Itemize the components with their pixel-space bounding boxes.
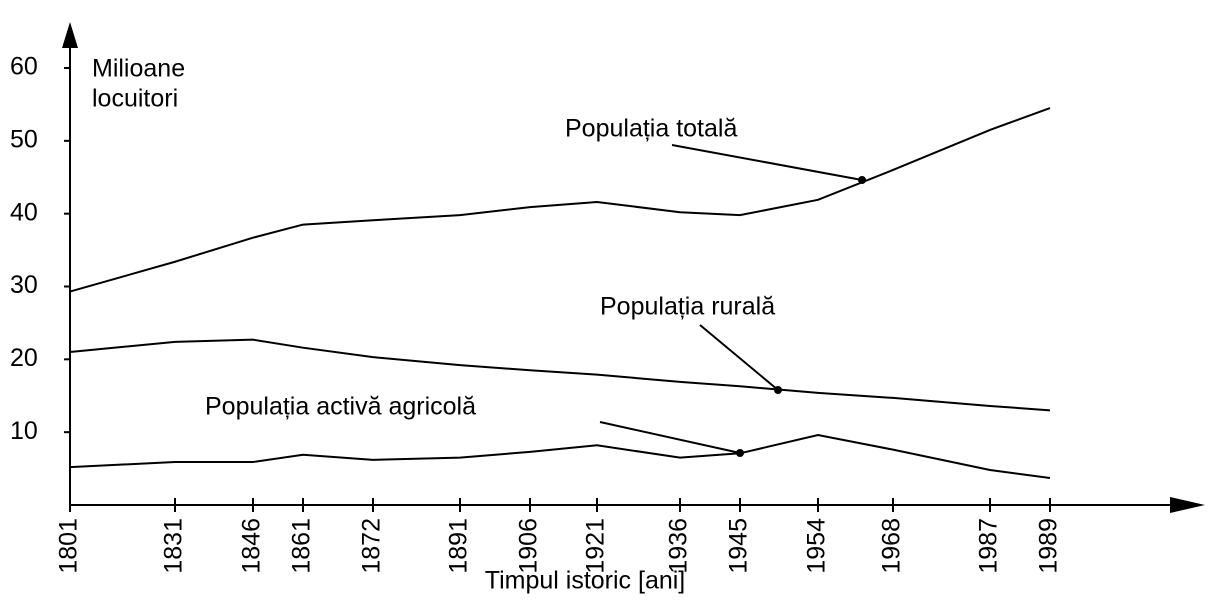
- x-tick-label: 1872: [358, 518, 386, 574]
- x-tick-label: 1861: [288, 518, 316, 574]
- x-tick-label: 1987: [975, 518, 1003, 574]
- x-tick-label: 1801: [55, 518, 83, 574]
- y-tick-label: 50: [10, 125, 38, 153]
- leader-line: [671, 144, 863, 181]
- line: [69, 107, 1051, 293]
- y-axis-label: locuitori: [92, 85, 178, 113]
- line: [69, 434, 1051, 480]
- x-tick-label: 1831: [160, 518, 188, 574]
- leader-dot: [736, 449, 744, 457]
- x-tick-label: 1954: [803, 518, 831, 574]
- x-axis-arrow: [1170, 497, 1205, 513]
- y-tick-label: 30: [10, 271, 38, 299]
- series-label: Populația rurală: [600, 293, 775, 321]
- leader-line: [699, 324, 779, 391]
- x-tick-label: 1906: [515, 518, 543, 574]
- x-tick-label: 1921: [582, 518, 610, 574]
- x-tick-label: 1891: [445, 518, 473, 574]
- y-axis-arrow: [62, 22, 78, 48]
- series-label: Populația activă agricolă: [205, 393, 476, 421]
- y-tick-label: 10: [10, 417, 38, 445]
- x-tick-label: 1968: [878, 518, 906, 574]
- line: [69, 338, 1051, 412]
- leader-dot: [858, 176, 866, 184]
- y-tick-label: 60: [10, 53, 38, 81]
- leader-line: [599, 421, 741, 454]
- series-label: Populația totală: [565, 115, 737, 143]
- x-tick-label: 1945: [725, 518, 753, 574]
- x-axis-label: Timpul istoric [ani]: [485, 567, 686, 595]
- y-tick-label: 40: [10, 198, 38, 226]
- x-tick-label: 1936: [665, 518, 693, 574]
- y-tick-label: 20: [10, 344, 38, 372]
- x-tick-label: 1989: [1035, 518, 1063, 574]
- x-tick-label: 1846: [238, 518, 266, 574]
- y-axis-label: Milioane: [92, 55, 185, 83]
- leader-dot: [774, 386, 782, 394]
